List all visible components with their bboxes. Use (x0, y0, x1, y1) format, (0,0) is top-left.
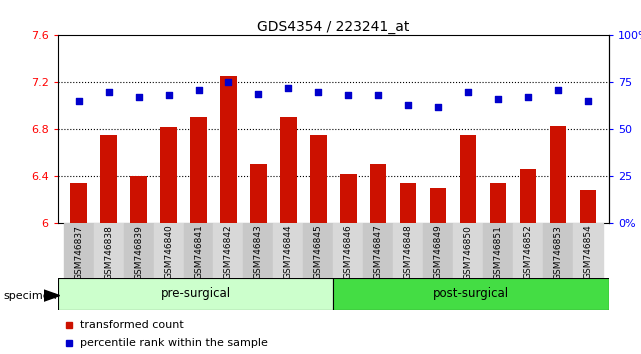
Bar (183, 223, 213, 278)
Bar (160, 127, 177, 223)
Point (133, 95, 144, 100)
Point (163, 93, 174, 98)
Bar (370, 164, 387, 223)
Bar (483, 223, 513, 278)
Point (74, 98, 84, 104)
Text: specimen: specimen (3, 291, 57, 301)
Bar (520, 169, 537, 223)
Point (343, 93, 353, 98)
Bar (94, 223, 124, 278)
Bar (63, 223, 94, 278)
Text: GSM746850: GSM746850 (463, 225, 472, 280)
Text: GSM746848: GSM746848 (404, 225, 413, 279)
Bar (543, 223, 573, 278)
Bar (333, 223, 363, 278)
Point (523, 95, 533, 100)
Point (373, 93, 383, 98)
Bar (460, 135, 476, 223)
Text: transformed count: transformed count (80, 320, 184, 330)
Bar (310, 135, 326, 223)
Point (583, 98, 593, 104)
Point (433, 104, 444, 109)
Point (253, 91, 263, 96)
Text: GSM746843: GSM746843 (254, 225, 263, 279)
Text: GSM746847: GSM746847 (374, 225, 383, 279)
Bar (71, 183, 87, 223)
Bar (221, 76, 237, 223)
Bar (393, 223, 423, 278)
Text: percentile rank within the sample: percentile rank within the sample (80, 338, 268, 348)
Text: GSM746840: GSM746840 (164, 225, 173, 279)
Point (223, 79, 233, 85)
Bar (58, 278, 333, 310)
Bar (573, 223, 603, 278)
Bar (101, 135, 117, 223)
Bar (550, 126, 566, 223)
Bar (190, 118, 207, 223)
Bar (340, 174, 356, 223)
Text: GSM746842: GSM746842 (224, 225, 233, 279)
Bar (579, 190, 596, 223)
Bar (430, 188, 446, 223)
Bar (490, 183, 506, 223)
Point (493, 96, 503, 102)
Point (463, 89, 473, 95)
Point (103, 89, 113, 95)
Bar (303, 223, 333, 278)
Point (553, 87, 563, 93)
Bar (333, 278, 609, 310)
Bar (250, 164, 267, 223)
Bar (453, 223, 483, 278)
Point (403, 102, 413, 108)
Text: pre-surgical: pre-surgical (160, 287, 231, 300)
Bar (400, 183, 417, 223)
Text: GSM746852: GSM746852 (524, 225, 533, 279)
Text: GSM746845: GSM746845 (314, 225, 323, 279)
Bar (154, 223, 183, 278)
Text: post-surgical: post-surgical (433, 287, 509, 300)
Point (283, 85, 294, 91)
Text: GSM746853: GSM746853 (554, 225, 563, 280)
Title: GDS4354 / 223241_at: GDS4354 / 223241_at (257, 21, 410, 34)
Text: GSM746837: GSM746837 (74, 225, 83, 280)
Text: GSM746846: GSM746846 (344, 225, 353, 279)
Text: GSM746851: GSM746851 (494, 225, 503, 280)
Bar (423, 223, 453, 278)
Bar (363, 223, 393, 278)
Bar (213, 223, 244, 278)
Bar (130, 176, 147, 223)
Bar (244, 223, 274, 278)
Text: GSM746841: GSM746841 (194, 225, 203, 279)
Polygon shape (44, 290, 60, 301)
Bar (280, 118, 297, 223)
Bar (124, 223, 154, 278)
Bar (513, 223, 543, 278)
Text: GSM746844: GSM746844 (284, 225, 293, 279)
Bar (274, 223, 303, 278)
Text: GSM746849: GSM746849 (434, 225, 443, 279)
Text: GSM746838: GSM746838 (104, 225, 113, 280)
Text: GSM746854: GSM746854 (583, 225, 592, 279)
Point (313, 89, 324, 95)
Text: GSM746839: GSM746839 (134, 225, 143, 280)
Point (194, 87, 204, 93)
